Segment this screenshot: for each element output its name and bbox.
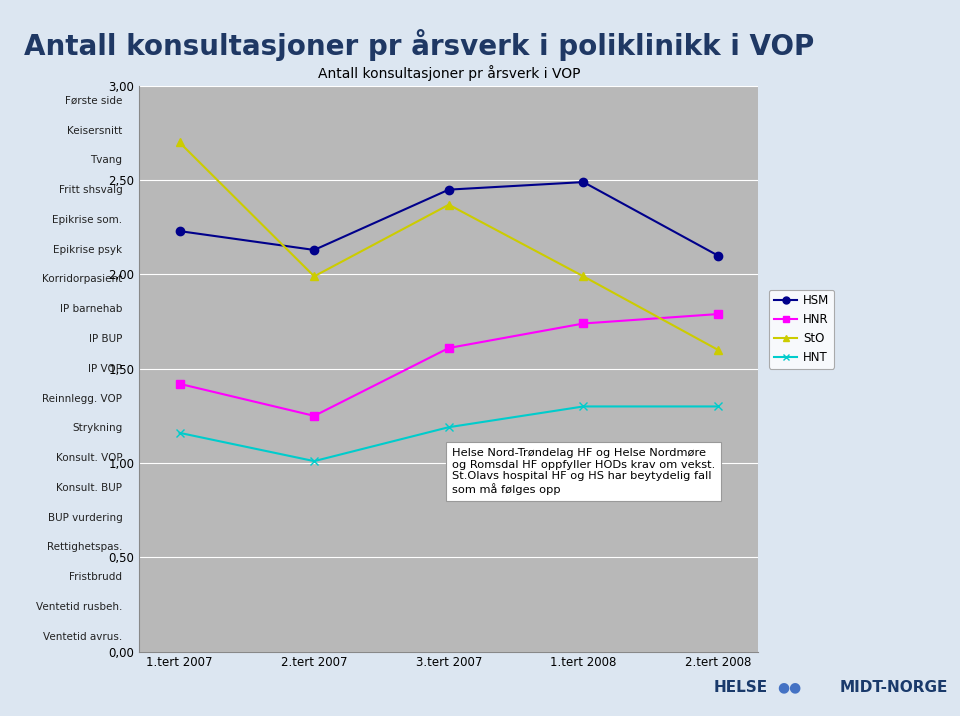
HNT [308,457,320,465]
HNT [712,402,724,411]
Text: IP barnehab: IP barnehab [60,304,123,314]
HNR [444,344,455,352]
Text: MIDT-NORGE: MIDT-NORGE [840,679,948,695]
StO [444,200,455,209]
HSM [174,227,185,236]
HNR [308,412,320,420]
HNR [578,319,589,328]
Line: HNT: HNT [176,402,722,465]
Text: Antall konsultasjoner pr årsverk i poliklinikk i VOP: Antall konsultasjoner pr årsverk i polik… [24,29,814,61]
Text: ●●: ●● [778,680,802,694]
Text: Helse Nord-Trøndelag HF og Helse Nordmøre
og Romsdal HF oppfyller HODs krav om v: Helse Nord-Trøndelag HF og Helse Nordmør… [452,448,715,495]
HSM [444,185,455,194]
Text: Tvang: Tvang [90,155,123,165]
Legend: HSM, HNR, StO, HNT: HSM, HNR, StO, HNT [769,289,834,369]
Text: Konsult. BUP: Konsult. BUP [57,483,123,493]
Text: Ventetid rusbeh.: Ventetid rusbeh. [36,602,123,612]
HSM [578,178,589,186]
Text: Strykning: Strykning [72,423,123,433]
Text: Ventetid avrus.: Ventetid avrus. [43,632,123,642]
HSM [712,251,724,260]
Text: Rettighetspas.: Rettighetspas. [47,542,123,552]
Text: Reinnlegg. VOP: Reinnlegg. VOP [42,394,123,404]
Line: StO: StO [176,138,722,354]
StO [578,272,589,281]
StO [308,272,320,281]
Text: IP VOP: IP VOP [88,364,123,374]
Title: Antall konsultasjoner pr årsverk i VOP: Antall konsultasjoner pr årsverk i VOP [318,64,580,81]
Text: IP BUP: IP BUP [89,334,123,344]
StO [174,138,185,147]
Text: Epikrise som.: Epikrise som. [53,215,123,225]
HNT [444,423,455,432]
Text: Korridorpasient: Korridorpasient [42,274,123,284]
HNT [174,429,185,437]
Text: HELSE: HELSE [714,679,768,695]
Text: Fritt shsvalg: Fritt shsvalg [59,185,123,195]
Text: Fristbrudd: Fristbrudd [69,572,123,582]
Line: HSM: HSM [176,178,722,260]
HNT [578,402,589,411]
HNR [712,310,724,319]
Line: HNR: HNR [176,310,722,420]
Text: Første side: Første side [65,96,123,106]
Text: Konsult. VOP: Konsult. VOP [56,453,123,463]
StO [712,346,724,354]
Text: Keisersnitt: Keisersnitt [67,125,123,135]
HSM [308,246,320,254]
HNR [174,379,185,388]
Text: Epikrise psyk: Epikrise psyk [54,245,123,255]
Text: BUP vurdering: BUP vurdering [48,513,123,523]
